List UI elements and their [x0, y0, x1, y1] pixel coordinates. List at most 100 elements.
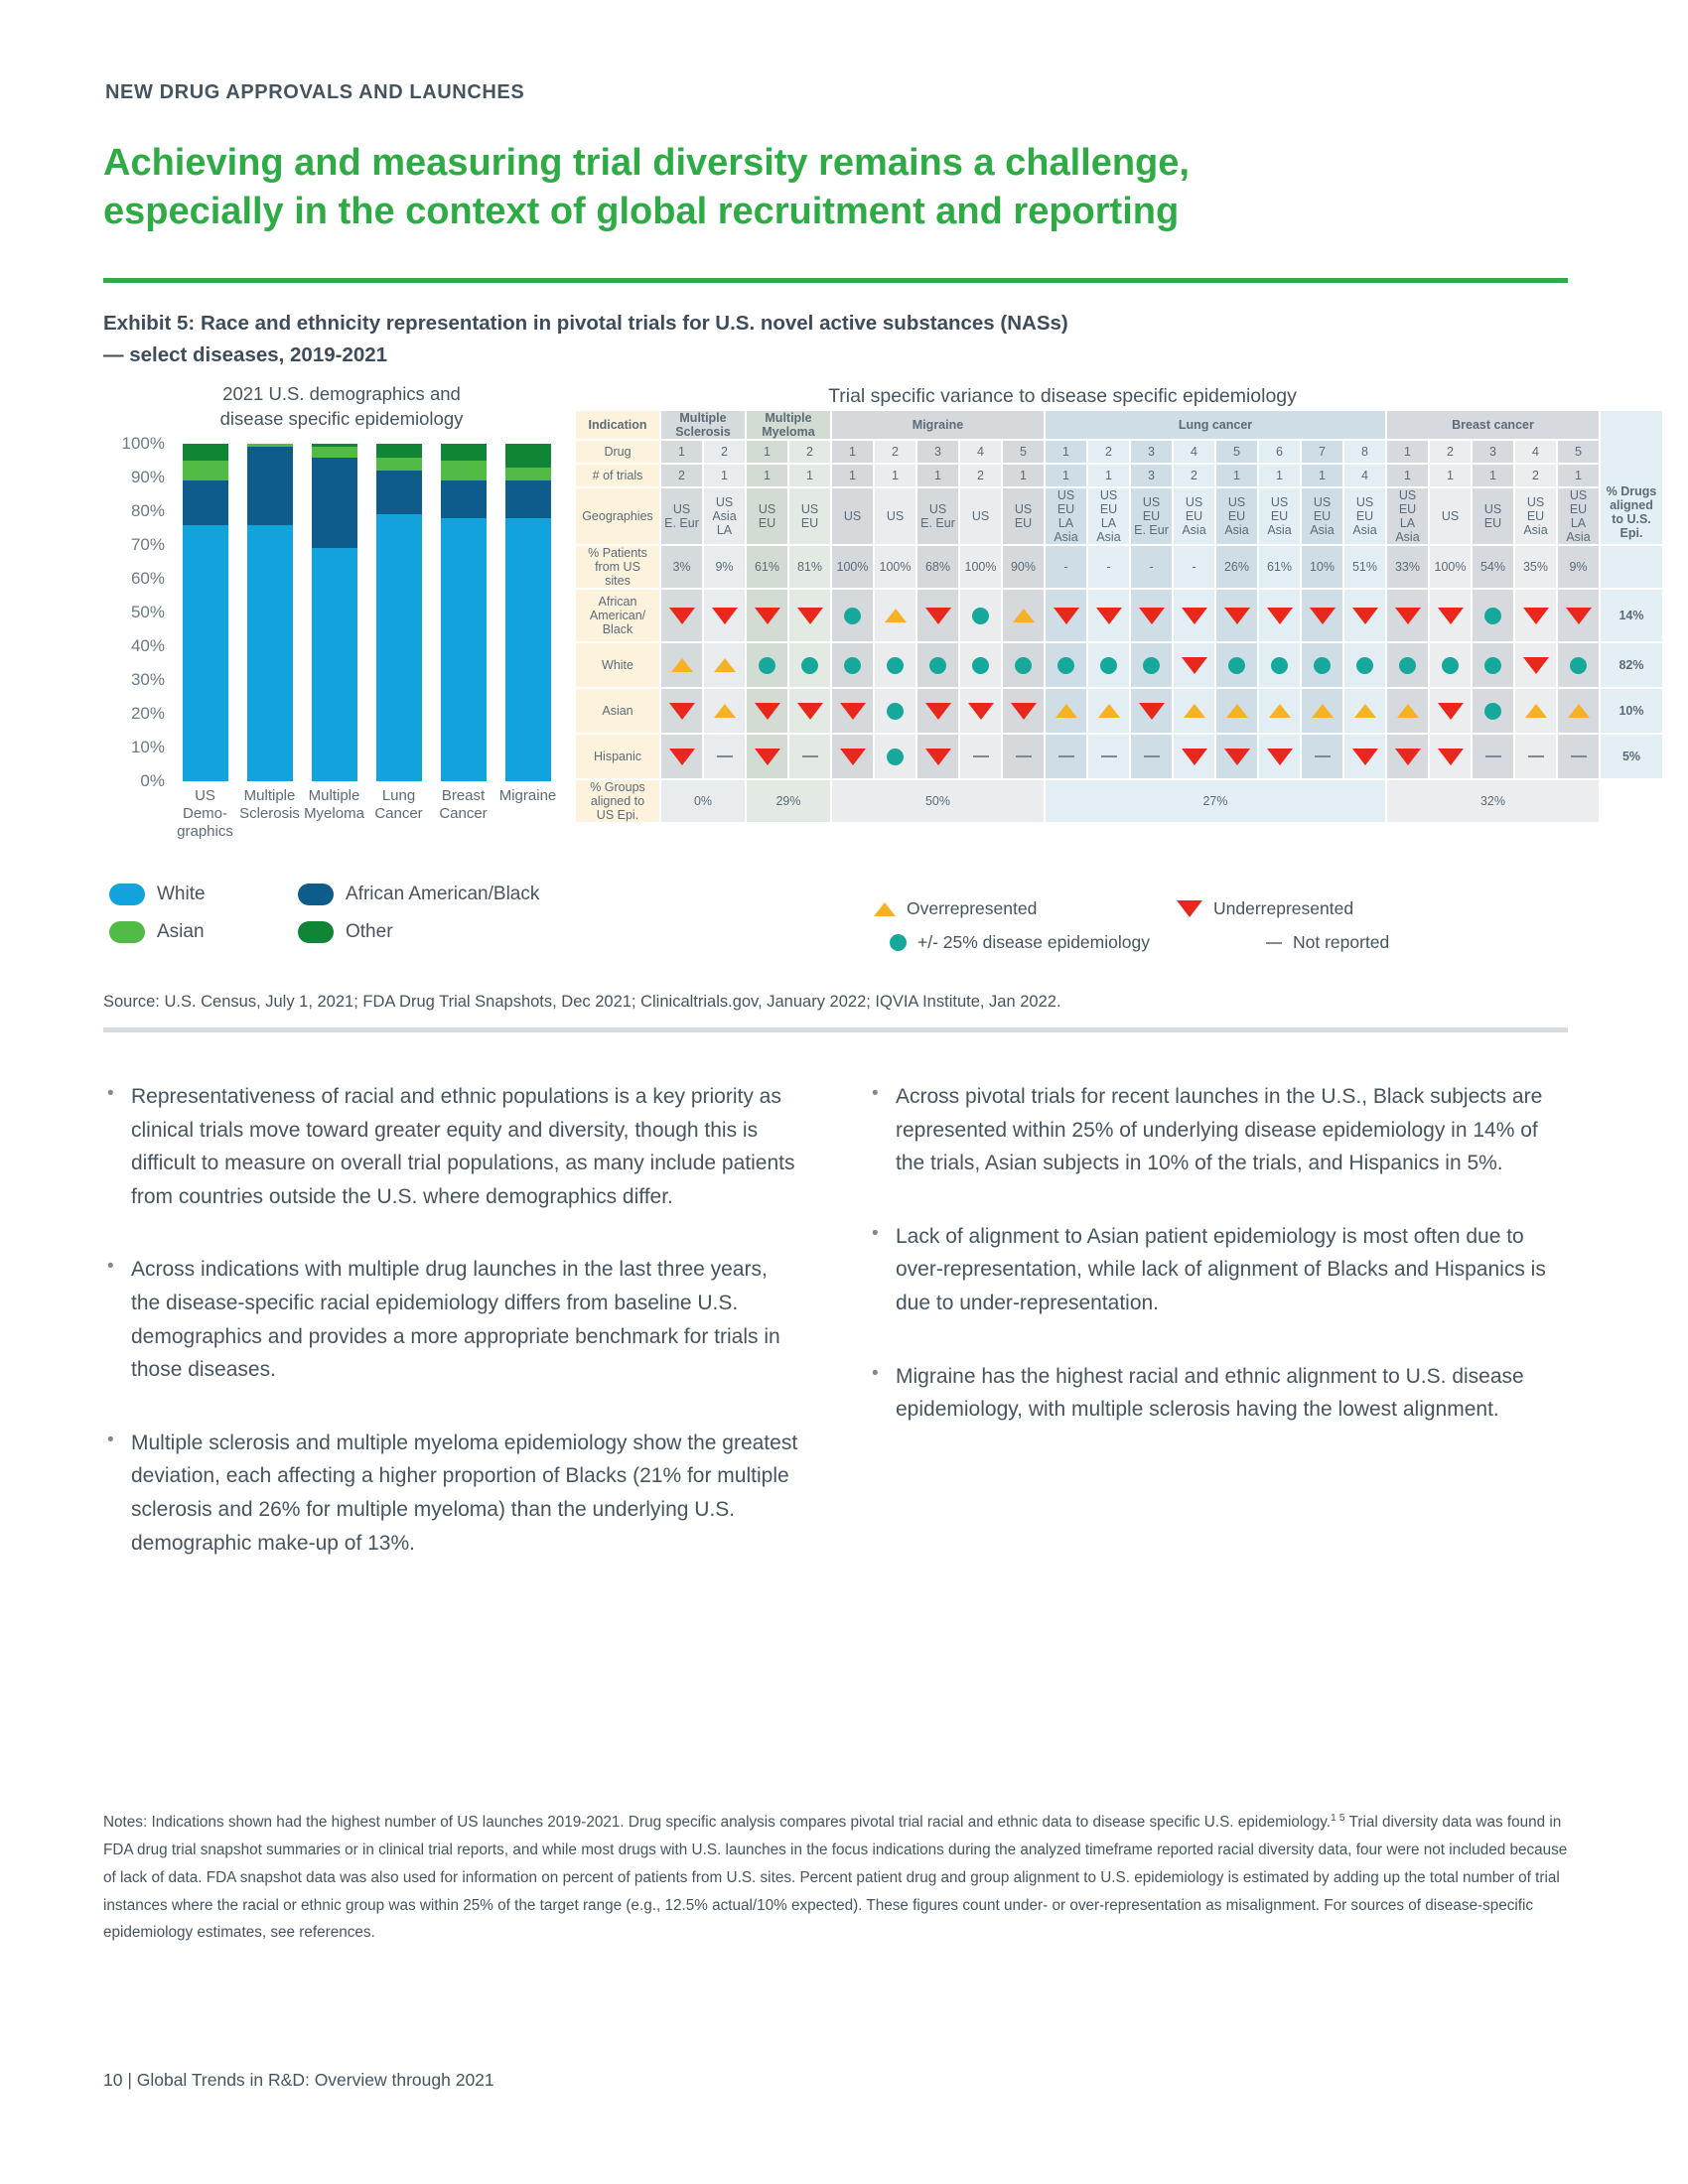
pct-patients-us-value: 100%	[960, 546, 1001, 588]
drug-number: 3	[1131, 441, 1172, 463]
drug-number: 2	[875, 441, 915, 463]
bar-segment	[504, 467, 551, 481]
pct-patients-us-value: 81%	[789, 546, 830, 588]
symbol-asian-down	[832, 689, 873, 733]
triangle-down-icon	[754, 702, 780, 720]
symbol-asian-up	[1302, 689, 1342, 733]
symbol-asian-dot	[875, 689, 915, 733]
bullet-left-1: Representativeness of racial and ethnic …	[103, 1079, 798, 1213]
matrix-cell-line: US	[1014, 502, 1033, 516]
geographies-value: US EU Asia	[1302, 488, 1342, 544]
matrix-row-geographies: Geographies US E. Eur US Asia LA US EU US EU US US U…	[576, 488, 1662, 544]
matrix-cell-line: US	[672, 502, 691, 516]
symbol-white-dot	[1003, 643, 1044, 687]
symbol-white-dot	[1088, 643, 1129, 687]
drug-number: 4	[960, 441, 1001, 463]
circle-icon	[844, 656, 861, 674]
geographies-value: US EU E. Eur	[1131, 488, 1172, 544]
matrix-cell-line: US	[1355, 495, 1374, 509]
notes-superscript: 1 5	[1331, 1812, 1345, 1824]
triangle-down-icon	[1181, 656, 1207, 674]
dash-icon	[1570, 755, 1587, 757]
triangle-down-icon	[924, 607, 951, 624]
symbol-white-dot	[960, 643, 1001, 687]
geographies-value: US EU LA Asia	[1046, 488, 1086, 544]
triangle-down-icon	[967, 702, 994, 720]
circle-icon	[1228, 656, 1245, 674]
matrix-cell-line: LA	[1570, 516, 1587, 530]
symbol-asian-up	[1558, 689, 1599, 733]
legend-item-black: African American/Black	[298, 884, 539, 905]
triangle-up-icon	[1183, 704, 1205, 718]
triangle-up-icon	[1311, 704, 1334, 718]
x-axis-label-line: Migraine	[498, 787, 557, 804]
bar-segment	[504, 480, 551, 518]
matrix-cell-line: Breast cancer	[1452, 418, 1534, 432]
matrix-row-white: White 82%	[576, 643, 1662, 687]
dash-icon	[1057, 755, 1074, 757]
matrix-cell-line: US	[800, 502, 819, 516]
symbol-white-dot	[1558, 643, 1599, 687]
geographies-value: US	[1430, 488, 1471, 544]
x-axis-label-line: Breast	[441, 787, 486, 804]
triangle-down-icon	[924, 702, 951, 720]
matrix-cell-line: Asia	[1054, 530, 1078, 544]
legend-label-not-reported: Not reported	[1293, 932, 1390, 952]
matrix-cell-line: Multiple	[679, 411, 727, 425]
symbol-asian-up	[1259, 689, 1300, 733]
num-trials-value: 1	[1558, 465, 1599, 486]
symbol-asian-up	[1387, 689, 1428, 733]
dash-icon	[1484, 755, 1501, 757]
matrix-cell-line: US	[928, 502, 947, 516]
bullet-right-3: Migraine has the highest racial and ethn…	[868, 1359, 1563, 1427]
num-trials-value: 1	[1046, 465, 1086, 486]
circle-icon	[1057, 656, 1074, 674]
triangle-up-icon	[1097, 704, 1120, 718]
bar-segment	[311, 444, 357, 448]
num-trials-value: 1	[1473, 465, 1513, 486]
symbol-hispanic-dash	[704, 735, 745, 778]
triangle-up-icon	[884, 609, 907, 622]
legend-label-underrepresented: Underrepresented	[1213, 898, 1354, 918]
bar-segment	[182, 444, 228, 461]
symbol-black-down	[1302, 590, 1342, 641]
symbol-black-up	[1003, 590, 1044, 641]
page-headline: Achieving and measuring trial diversity …	[103, 139, 1474, 237]
matrix-cell-line: Asia	[1566, 530, 1591, 544]
drug-number: 1	[747, 441, 787, 463]
geographies-value: US E. Eur	[661, 488, 702, 544]
row-label-drug: Drug	[576, 441, 659, 463]
bar-segment	[182, 524, 228, 781]
num-trials-value: 1	[1088, 465, 1129, 486]
matrix-cell-line: US	[758, 502, 776, 516]
matrix-cell-line: LA	[716, 523, 733, 537]
geographies-value: US	[960, 488, 1001, 544]
row-label-geographies: Geographies	[576, 488, 659, 544]
dash-icon	[1015, 755, 1032, 757]
symbol-asian-up	[1344, 689, 1385, 733]
pct-drugs-aligned-black: 14%	[1601, 590, 1662, 641]
symbol-white-dot	[1473, 643, 1513, 687]
geographies-value: US EU Asia	[1515, 488, 1556, 544]
bullet-left-2: Across indications with multiple drug la…	[103, 1252, 798, 1386]
circle-icon	[759, 656, 775, 674]
bullet-column-right: Across pivotal trials for recent launche…	[868, 1079, 1563, 1466]
x-axis-label-line: Sclerosis	[239, 805, 300, 822]
symbol-white-up	[704, 643, 745, 687]
drug-number: 3	[1473, 441, 1513, 463]
triangle-down-icon	[839, 748, 866, 765]
matrix-legend: Overrepresented Underrepresented +/- 25%…	[874, 898, 1489, 966]
drug-number: 1	[1046, 441, 1086, 463]
triangle-down-icon	[1138, 702, 1165, 720]
legend-item-not-reported: Not reported	[1266, 932, 1389, 953]
matrix-cell-line: EU	[1270, 509, 1289, 523]
symbol-white-dot	[832, 643, 873, 687]
triangle-down-icon	[754, 607, 780, 624]
matrix-cell-line: US	[1270, 495, 1289, 509]
matrix-cell-line: US	[1142, 495, 1161, 509]
symbol-black-down	[1046, 590, 1086, 641]
symbol-asian-up	[1174, 689, 1214, 733]
matrix-cell-line: Multiple	[765, 411, 812, 425]
matrix-cell-line: Myeloma	[762, 425, 815, 439]
exhibit-title-line-2: — select diseases, 2019-2021	[103, 342, 388, 366]
